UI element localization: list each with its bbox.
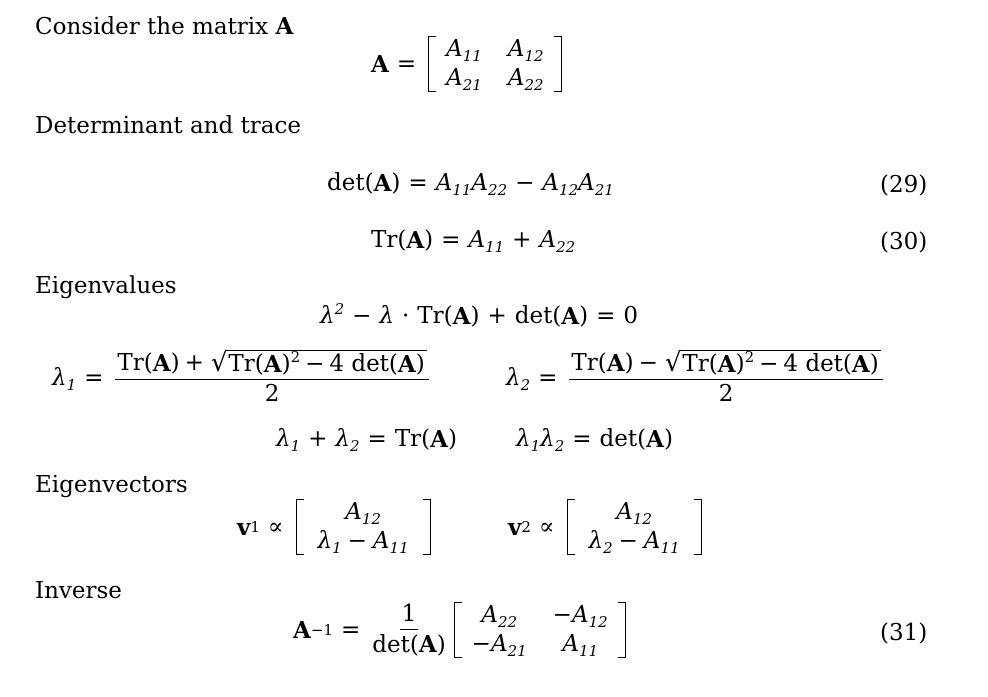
intro-label: Consider the matrix [35,14,269,40]
trace-equation: Tr(A) = A11 + A22 [371,227,576,256]
eq-number-30: (30) [880,229,928,255]
characteristic-equation: λ2− λ · Tr(A) + det(A) = 0 [320,300,639,330]
lambda1-formula: λ1 = Tr(A) + √ Tr(A)2−4 det(A) 2 [52,350,433,406]
section-det-trace: Determinant and trace [35,113,301,139]
matrix-definition: A = A11 A12 A21 A22 [371,36,566,93]
det-equation: det(A) = A11A22− A12A21 [327,170,614,199]
eq-number-31: (31) [880,620,928,646]
eigenvector-v2: v 2 ∝ A12 λ2− A11 [508,499,706,556]
inverse-formula: A −1 = 1 det(A) A22 −A12 −A21 A11 [293,602,630,659]
section-inverse: Inverse [35,578,122,604]
eigenvector-v1: v 1 ∝ A12 λ1− A11 [237,499,435,556]
section-eigenvalues: Eigenvalues [35,273,177,299]
intro-text: Consider the matrix A [35,15,293,39]
eigenvalue-sum: λ1 + λ2 = Tr(A) [276,426,457,455]
lambda2-formula: λ2 = Tr(A) − √ Tr(A)2−4 det(A) 2 [506,350,887,406]
section-eigenvectors: Eigenvectors [35,472,188,498]
intro-symbol: A [275,13,294,40]
eq-number-29: (29) [880,172,928,198]
eigenvalue-product: λ1λ2 = det(A) [516,426,673,455]
matrix-a: A11 A12 A21 A22 [428,36,562,93]
